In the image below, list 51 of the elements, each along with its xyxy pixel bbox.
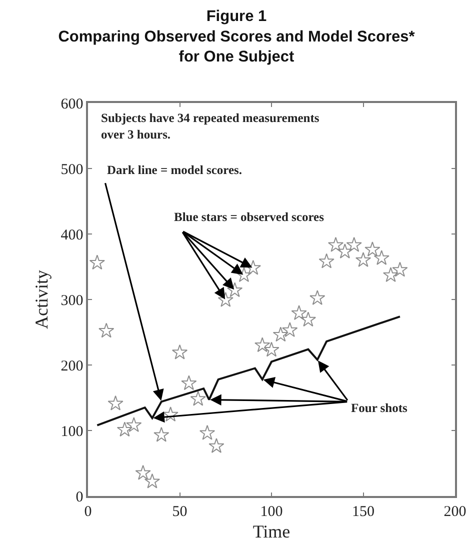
annotation: Subjects have 34 repeated measurements over 3 hours. [101, 111, 320, 142]
point [98, 322, 114, 338]
y-tick-label: 200 [60, 358, 84, 374]
point [154, 426, 170, 442]
point [328, 236, 344, 252]
y-tick-label: 300 [60, 292, 84, 309]
point [392, 262, 408, 277]
point [346, 236, 362, 252]
point [108, 395, 124, 410]
point [374, 250, 390, 265]
y-tick-label: 600 [60, 96, 84, 112]
point [264, 342, 280, 357]
x-tick-label: 50 [172, 504, 188, 520]
point [254, 337, 270, 352]
point [126, 417, 142, 432]
point [116, 422, 133, 437]
point [208, 438, 224, 453]
x-tick-label: 200 [444, 504, 466, 520]
y-tick-label: 400 [60, 227, 84, 244]
point [144, 473, 160, 488]
point [310, 290, 326, 305]
y-tick-label: 500 [60, 162, 84, 178]
x-tick-label: 100 [260, 504, 283, 520]
chart-title: Figure 1 Comparing Observed Scores and Model Scores* for One Subject [58, 8, 416, 66]
point [226, 282, 243, 298]
point [172, 344, 188, 360]
annotation: Dark line = model scores. [107, 163, 242, 177]
point [190, 390, 206, 406]
point [181, 375, 197, 390]
annotation: Four shots [351, 401, 408, 415]
y-tick-label: 100 [60, 424, 84, 440]
point [135, 464, 151, 480]
y-tick-label: 0 [76, 489, 84, 506]
point [300, 312, 316, 327]
annotation: Blue stars = observed scores [174, 210, 324, 224]
point [199, 424, 216, 440]
point [355, 252, 372, 267]
point [89, 254, 105, 270]
point [291, 305, 307, 320]
x-tick-label: 150 [352, 504, 374, 520]
point [236, 267, 252, 282]
y-axis-title: Activity [31, 270, 52, 329]
point [218, 292, 234, 307]
point [318, 253, 334, 268]
x-axis-title: Time [252, 521, 290, 542]
point [272, 326, 288, 342]
point [337, 243, 353, 258]
point [162, 406, 178, 422]
point [382, 267, 399, 282]
point [282, 322, 298, 338]
point [364, 242, 380, 256]
